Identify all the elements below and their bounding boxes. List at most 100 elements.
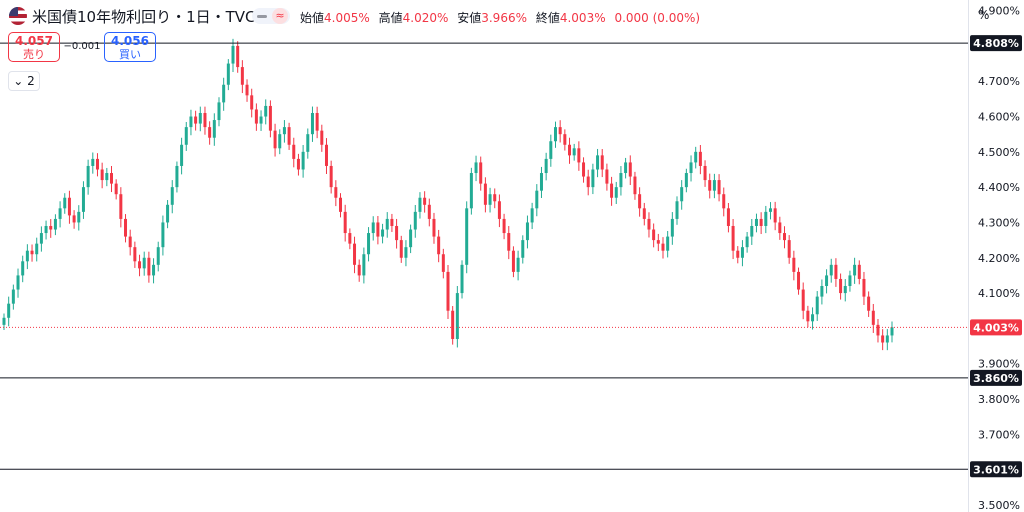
candle-body (839, 278, 843, 294)
candle-body (334, 187, 338, 198)
y-tick-label: 3.500% (978, 499, 1020, 512)
candle-body (549, 141, 553, 159)
candle-body (161, 222, 165, 248)
candle-body (329, 165, 333, 188)
candle-body (231, 45, 235, 64)
candle-body (848, 275, 852, 287)
status-pill[interactable]: ≈ (252, 8, 290, 24)
candle-body (465, 208, 469, 265)
buy-button[interactable]: 4.056 買い (104, 32, 156, 62)
axis-unit[interactable]: % (978, 8, 990, 22)
candle-body (432, 218, 436, 237)
candle-body (493, 194, 497, 202)
candle-body (409, 229, 413, 248)
candle-body (427, 204, 431, 219)
candle-body (460, 264, 464, 294)
candle-body (736, 250, 740, 258)
candles (2, 38, 894, 351)
candle-body (455, 293, 459, 339)
last-price-label: 4.003% (973, 321, 1019, 334)
candle-body (21, 261, 25, 276)
candle-body (95, 158, 99, 170)
candle-body (825, 275, 829, 287)
candle-body (315, 112, 319, 131)
candle-body (175, 165, 179, 188)
price-label: 3.601% (973, 463, 1019, 476)
candle-body (558, 127, 562, 135)
candle-body (530, 208, 534, 223)
candle-body (25, 250, 29, 262)
candle-body (152, 264, 156, 276)
candle-body (797, 271, 801, 290)
candle-body (184, 127, 188, 145)
candle-body (876, 324, 880, 336)
price-axis[interactable] (968, 0, 1024, 512)
candle-body (72, 215, 76, 223)
candle-body (53, 218, 57, 230)
candle-body (642, 208, 646, 219)
candle-body (535, 190, 539, 209)
candle-body (86, 165, 90, 188)
candle-body (81, 187, 85, 212)
candle-body (624, 162, 628, 174)
candle-body (413, 211, 417, 230)
candle-body (39, 233, 43, 244)
candle-body (703, 165, 707, 181)
high-label: 高値 (378, 11, 403, 25)
candle-body (647, 218, 651, 230)
candle-body (787, 240, 791, 258)
candle-body (675, 201, 679, 219)
change-value: 0.000 (0.00%) (614, 11, 701, 25)
candle-body (811, 314, 815, 322)
price-label-box (970, 35, 1022, 52)
candle-body (67, 197, 71, 216)
candle-body (885, 335, 889, 343)
candle-body (390, 218, 394, 226)
candle-body (862, 278, 866, 297)
candle-body (689, 162, 693, 174)
candle-body (273, 130, 277, 149)
high-value: 4.020% (402, 11, 449, 25)
close-value: 4.003% (559, 11, 606, 25)
candle-body (91, 158, 95, 166)
candle-body (77, 211, 81, 223)
candle-body (539, 173, 543, 191)
sell-button[interactable]: 4.057 売り (8, 32, 60, 62)
price-label-box (970, 461, 1022, 478)
candle-body (596, 155, 600, 170)
candle-body (170, 187, 174, 205)
indicator-collapse-button[interactable]: ⌄ 2 (8, 71, 40, 91)
candle-body (180, 144, 184, 166)
candle-body (203, 112, 207, 128)
candle-body (198, 112, 202, 124)
candle-body (11, 289, 15, 304)
candle-body (282, 127, 286, 135)
candle-body (479, 162, 483, 184)
candle-body (109, 173, 113, 184)
candle-body (404, 247, 408, 258)
candle-body (843, 286, 847, 294)
symbol-title[interactable]: 米国債10年物利回り・1日・TVC (32, 8, 256, 26)
candle-body (525, 222, 529, 241)
candle-body (245, 84, 249, 96)
candle-body (600, 155, 604, 170)
candle-body (572, 148, 576, 156)
candle-body (250, 95, 254, 110)
candle-body (441, 254, 445, 272)
y-tick-label: 4.700% (978, 75, 1020, 88)
candle-body (684, 173, 688, 188)
candle-body (474, 162, 478, 174)
candle-body (44, 225, 48, 234)
wave-icon: ≈ (272, 8, 288, 24)
candle-body (553, 127, 557, 142)
candle-body (119, 194, 123, 219)
y-axis-ticks: 4.900% 4.700% 4.600% 4.500% 4.400% 4.300% 4.20… (978, 5, 1020, 512)
sell-label: 売り (23, 48, 45, 61)
price-label: 3.860% (973, 372, 1019, 385)
candle-body (516, 257, 520, 272)
candle-body (582, 162, 586, 177)
candle-body (156, 247, 160, 265)
candle-body (731, 225, 735, 251)
candle-body (740, 247, 744, 258)
